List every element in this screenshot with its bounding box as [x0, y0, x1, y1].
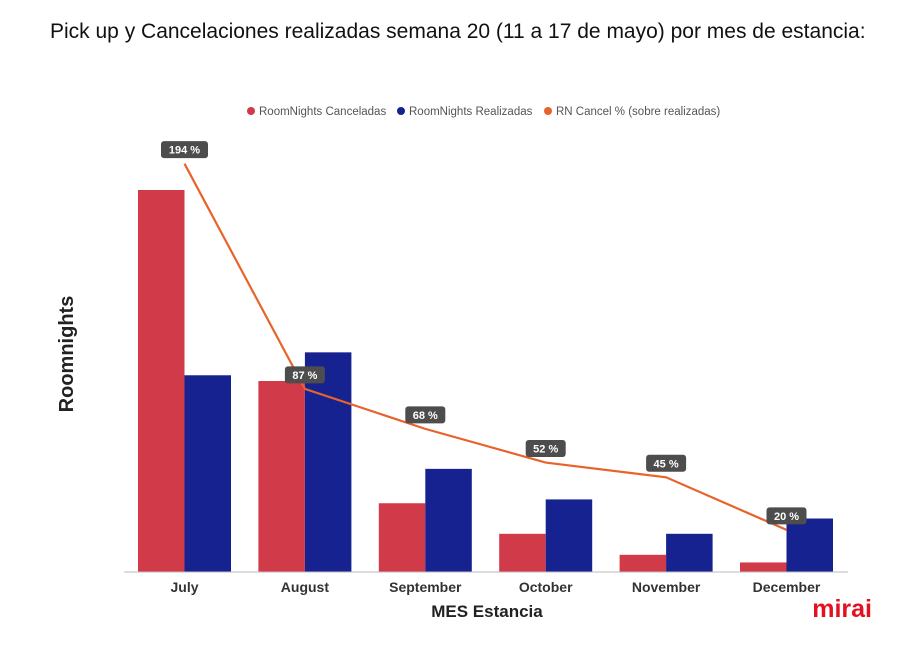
bar-canceladas-december — [740, 562, 787, 572]
legend-canceladas-label: RoomNights Canceladas — [259, 106, 386, 118]
x-tick-october: October — [519, 579, 573, 595]
legend-realizadas-label: RoomNights Realizadas — [409, 106, 533, 118]
pct-label-2: 68 % — [413, 410, 438, 422]
pct-label-5: 20 % — [774, 511, 799, 523]
bar-canceladas-september — [378, 503, 426, 572]
cancel-pct-line — [183, 163, 787, 531]
pct-label-bg-4 — [646, 454, 687, 472]
bar-canceladas-july — [138, 190, 185, 572]
bar-realizadas-october — [545, 499, 593, 572]
bar-realizadas-august — [304, 352, 352, 572]
bar-canceladas-october — [499, 533, 546, 572]
pct-label-bg-2 — [405, 406, 446, 424]
legend: RoomNights Canceladas RoomNights Realiza… — [247, 106, 720, 118]
pct-label-bg-5 — [766, 507, 807, 525]
pct-label-0: 194 % — [169, 145, 200, 157]
pct-label-1: 87 % — [292, 370, 317, 382]
legend-realizadas-marker — [397, 107, 405, 115]
legend-canceladas-marker — [247, 107, 255, 115]
pct-label-bg-0 — [161, 141, 208, 159]
x-tick-december: December — [753, 579, 821, 595]
bars-layer — [138, 190, 833, 572]
bar-realizadas-december — [786, 518, 833, 572]
x-axis-title: MES Estancia — [431, 602, 543, 621]
bar-canceladas-november — [619, 554, 667, 572]
x-tick-july: July — [170, 579, 198, 595]
x-tick-labels: July August September October November Decemb… — [170, 579, 820, 595]
x-tick-september: September — [389, 579, 462, 595]
mirai-logo: mirai — [812, 595, 872, 623]
pct-label-bg-3 — [525, 440, 566, 458]
pct-label-bg-1 — [284, 366, 325, 384]
bar-realizadas-november — [666, 533, 713, 572]
line-layer: 194 % 87 % 68 % 52 % 45 % 20 % — [161, 141, 807, 531]
y-axis-title: Roomnights — [56, 296, 78, 413]
bar-canceladas-august — [258, 381, 305, 572]
legend-cancel-pct-label: RN Cancel % (sobre realizadas) — [556, 106, 720, 118]
pct-label-4: 45 % — [654, 458, 679, 470]
pct-label-3: 52 % — [533, 444, 558, 456]
x-tick-november: November — [632, 579, 701, 595]
bar-realizadas-september — [425, 468, 472, 572]
x-tick-august: August — [281, 579, 330, 595]
page-title: Pick up y Cancelaciones realizadas seman… — [50, 20, 866, 43]
bar-realizadas-july — [184, 375, 231, 572]
legend-cancel-pct-marker — [544, 107, 552, 115]
